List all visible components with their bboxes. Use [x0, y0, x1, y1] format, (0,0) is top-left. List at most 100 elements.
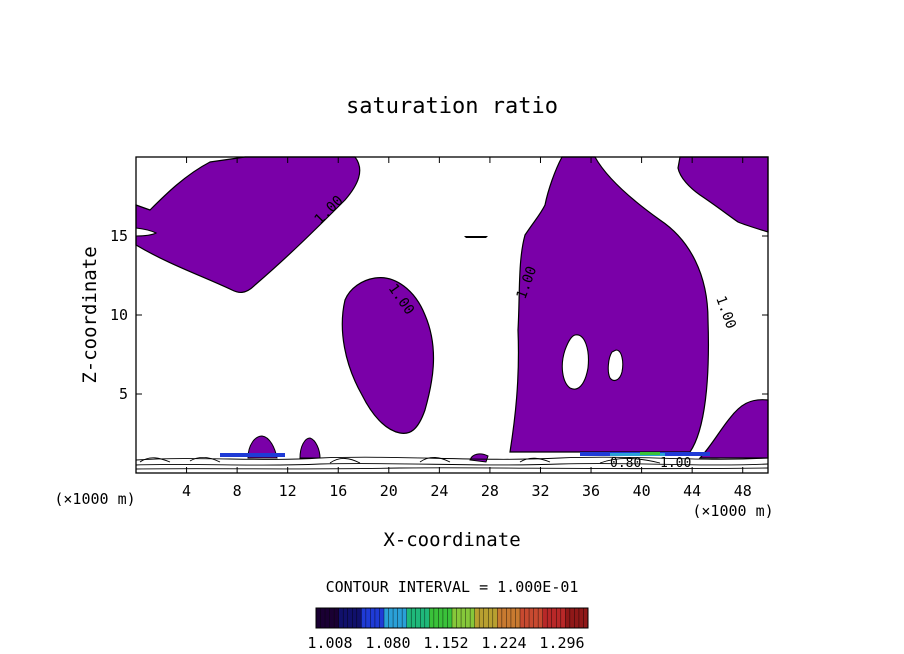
blob-low-2 — [299, 437, 321, 459]
x-tick-label: 28 — [481, 482, 499, 500]
colorbar-cell — [424, 608, 430, 628]
colorbar-tick-label: 1.080 — [365, 634, 410, 652]
region-right — [509, 156, 710, 453]
colorbar-cell — [551, 608, 557, 628]
colorbar-cell — [542, 608, 548, 628]
colorbar-tick-label: 1.152 — [423, 634, 468, 652]
colorbar-cell — [461, 608, 466, 628]
colorbar-cell — [556, 608, 562, 628]
contour-label-4: 1.00 — [712, 294, 739, 331]
region-top-right — [677, 156, 769, 233]
colorbar-cell — [474, 608, 480, 628]
band-blue-left — [220, 453, 285, 457]
x-tick-label: 48 — [734, 482, 752, 500]
colorbar-cell — [402, 608, 407, 628]
colorbar-cell — [465, 608, 471, 628]
colorbar-cell — [365, 608, 371, 628]
hole-2 — [607, 349, 624, 381]
colorbar-cell — [361, 608, 367, 628]
colorbar-tick-label: 1.008 — [307, 634, 352, 652]
colorbar-cell — [524, 608, 530, 628]
band-cyan-right — [610, 453, 665, 456]
colorbar-cell — [329, 608, 335, 628]
y-tick-label: 5 — [119, 385, 128, 403]
colorbar-cell — [492, 608, 498, 628]
colorbar-cell — [483, 608, 489, 628]
x-tick-label: 40 — [633, 482, 651, 500]
colorbar-cell — [488, 608, 494, 628]
x-axis-ticks: 4 8 12 16 20 24 28 32 36 40 44 48 — [182, 157, 752, 500]
colorbar-cell — [429, 608, 435, 628]
colorbar-cell — [578, 608, 584, 628]
x-tick-label: 32 — [531, 482, 549, 500]
colorbar-cell — [456, 608, 462, 628]
colorbar-cell — [433, 608, 439, 628]
colorbar-cell — [334, 608, 339, 628]
colorbar-labels: 1.008 1.080 1.152 1.224 1.296 — [307, 634, 584, 652]
x-tick-label: 20 — [380, 482, 398, 500]
colorbar-cell — [533, 608, 539, 628]
colorbar-cells — [315, 608, 589, 628]
region-small-dash — [464, 236, 488, 238]
x-axis-label: X-coordinate — [383, 529, 520, 551]
blob-low-1 — [247, 435, 278, 459]
colorbar-cell — [325, 608, 330, 628]
colorbar-cell — [374, 608, 380, 628]
y-tick-label: 15 — [110, 227, 128, 245]
band-green-right — [640, 452, 660, 455]
colorbar-cell — [393, 608, 398, 628]
colorbar-cell — [388, 608, 394, 628]
colorbar-cell — [569, 608, 575, 628]
plot-area: 1.00 1.00 1.00 1.00 0.80 1.00 — [135, 156, 769, 474]
contour-label-6: 1.00 — [660, 456, 691, 471]
colorbar-cell — [497, 608, 503, 628]
colorbar-cell — [479, 608, 485, 628]
y-axis-label: Z-coordinate — [79, 246, 101, 383]
colorbar-cell — [515, 608, 521, 628]
colorbar-cell — [356, 608, 362, 628]
colorbar-cell — [529, 608, 534, 628]
y-tick-label: 10 — [110, 306, 128, 324]
hole-1 — [561, 334, 589, 390]
x-tick-label: 44 — [683, 482, 701, 500]
x-unit-right: (×1000 m) — [692, 502, 773, 520]
x-tick-label: 36 — [582, 482, 600, 500]
colorbar-tick-label: 1.296 — [539, 634, 584, 652]
colorbar-cell — [415, 608, 421, 628]
contour-label-5: 0.80 — [610, 456, 641, 471]
colorbar-cell — [347, 608, 353, 628]
colorbar-cell — [442, 608, 448, 628]
region-center — [341, 277, 435, 435]
colorbar-cell — [501, 608, 507, 628]
colorbar-cell — [547, 608, 553, 628]
colorbar-cell — [506, 608, 512, 628]
colorbar-cell — [565, 608, 571, 628]
colorbar-cell — [379, 608, 385, 628]
x-tick-label: 24 — [430, 482, 448, 500]
colorbar-cell — [411, 608, 417, 628]
blob-low-3 — [469, 453, 489, 463]
chart-title: saturation ratio — [346, 94, 558, 119]
colorbar-cell — [560, 608, 566, 628]
colorbar-cell — [384, 608, 389, 628]
colorbar-tick-label: 1.224 — [481, 634, 526, 652]
region-top-left — [135, 156, 361, 293]
colorbar-cell — [397, 608, 403, 628]
colorbar-cell — [447, 608, 453, 628]
x-tick-label: 8 — [233, 482, 242, 500]
colorbar-cell — [320, 608, 326, 628]
colorbar-cell — [583, 608, 589, 628]
colorbar-cell — [352, 608, 358, 628]
surface-contours — [135, 456, 769, 470]
colorbar: 1.008 1.080 1.152 1.224 1.296 — [307, 607, 589, 652]
y-axis-ticks: 5 10 15 — [110, 227, 768, 403]
contour-interval-text: CONTOUR INTERVAL = 1.000E-01 — [326, 578, 579, 596]
x-tick-label: 12 — [279, 482, 297, 500]
x-tick-label: 4 — [182, 482, 191, 500]
colorbar-cell — [452, 608, 457, 628]
colorbar-cell — [574, 608, 580, 628]
colorbar-cell — [510, 608, 516, 628]
colorbar-cell — [406, 608, 412, 628]
colorbar-cell — [438, 608, 444, 628]
